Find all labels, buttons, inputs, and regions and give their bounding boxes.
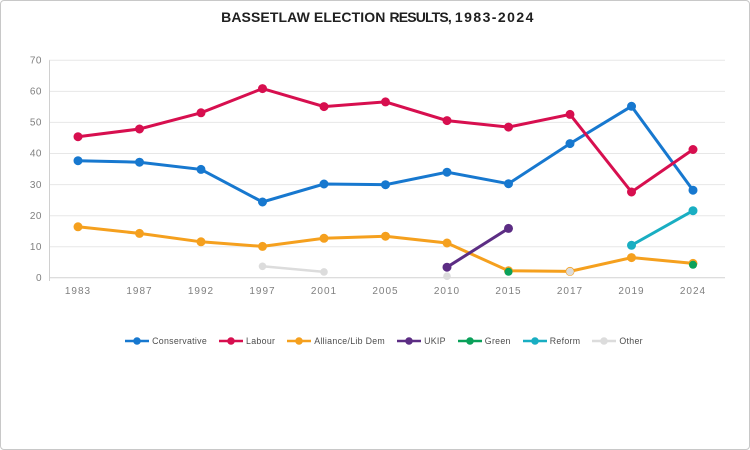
svg-text:70: 70 [30,56,42,67]
svg-text:2001: 2001 [311,286,337,297]
svg-text:2024: 2024 [680,286,706,297]
svg-text:10: 10 [30,242,42,253]
svg-text:1992: 1992 [188,286,214,297]
svg-text:2015: 2015 [495,286,521,297]
svg-text:2005: 2005 [372,286,398,297]
svg-text:0: 0 [36,273,42,284]
svg-text:40: 40 [30,149,42,160]
svg-text:30: 30 [30,180,42,191]
svg-text:50: 50 [30,118,42,129]
svg-text:1983: 1983 [65,286,91,297]
svg-text:1997: 1997 [249,286,275,297]
svg-text:2019: 2019 [618,286,644,297]
svg-text:1987: 1987 [126,286,152,297]
svg-text:2010: 2010 [434,286,460,297]
svg-text:2017: 2017 [557,286,583,297]
svg-text:60: 60 [30,87,42,98]
svg-text:20: 20 [30,211,42,222]
